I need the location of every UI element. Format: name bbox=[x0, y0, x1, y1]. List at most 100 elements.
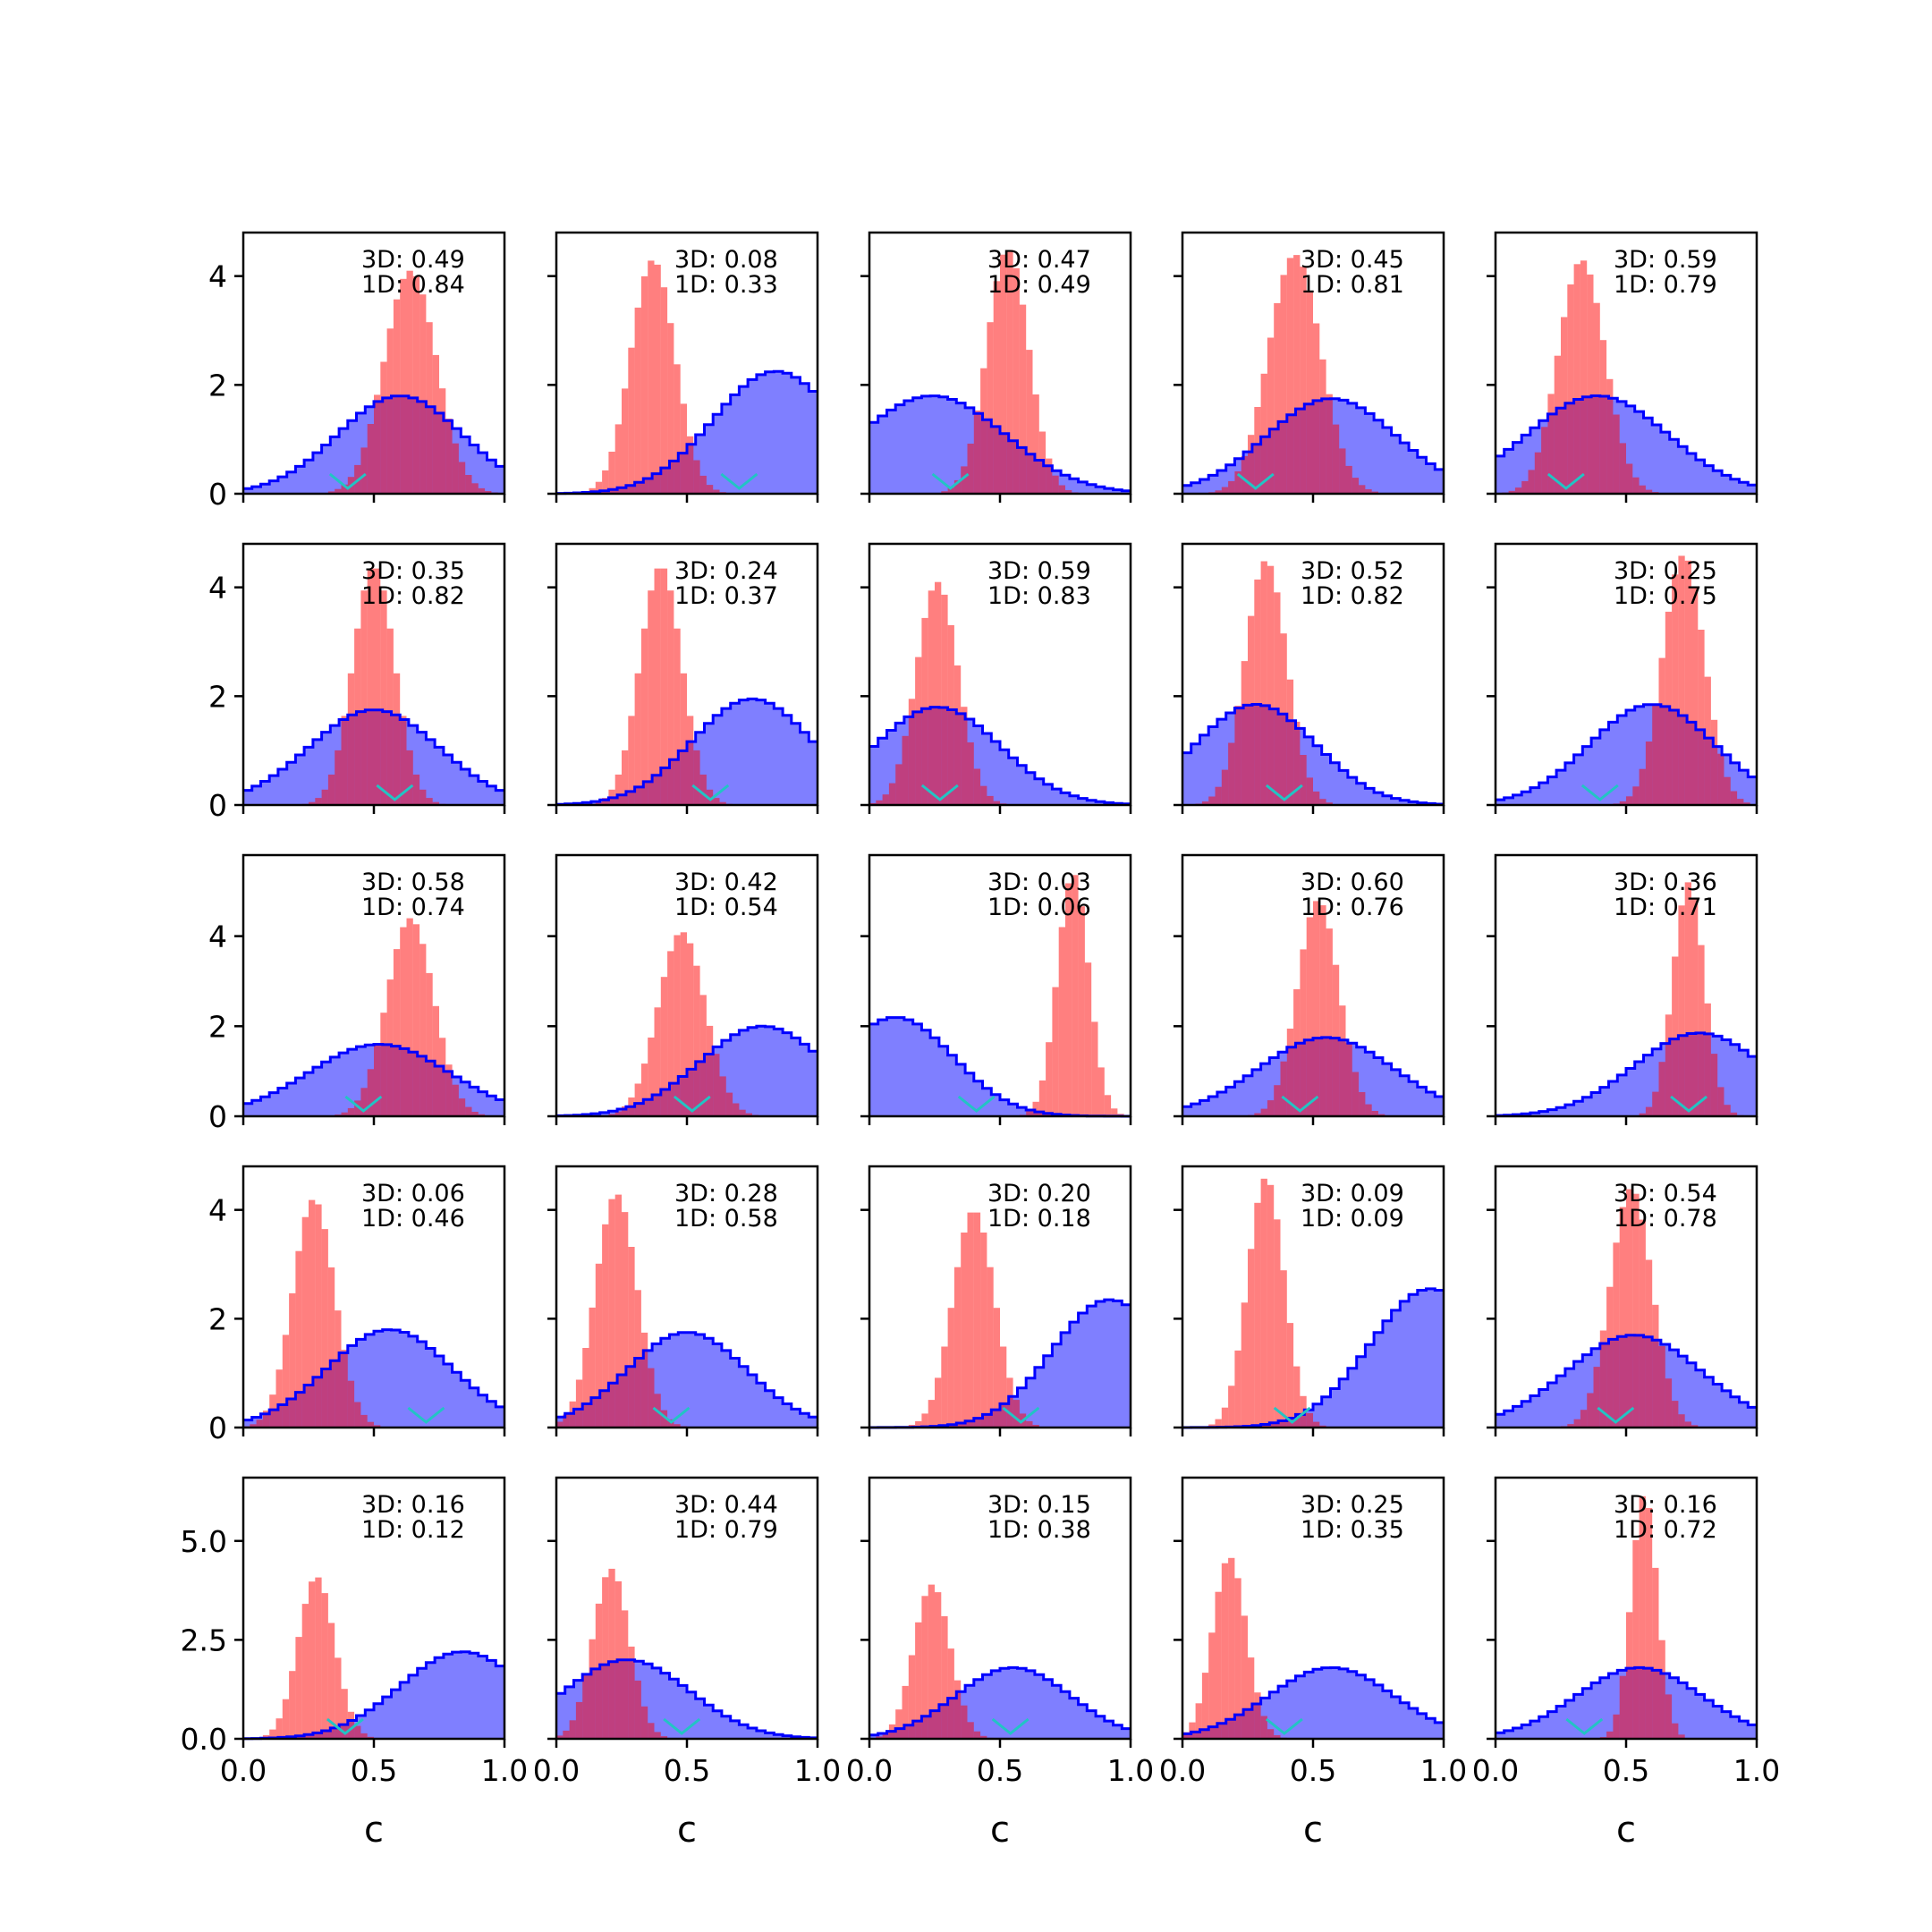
red-histogram-bar bbox=[1352, 478, 1360, 494]
red-histogram-bar bbox=[693, 460, 700, 494]
marker-v bbox=[1580, 784, 1619, 801]
red-histogram-bar bbox=[1698, 945, 1705, 1116]
red-histogram-bar bbox=[250, 1424, 257, 1428]
red-histogram-bar bbox=[1293, 1366, 1301, 1428]
red-histogram-bar bbox=[614, 1194, 622, 1428]
red-histogram-bar bbox=[614, 424, 622, 494]
red-histogram-bar bbox=[426, 972, 433, 1116]
red-histogram-bar bbox=[1201, 1673, 1209, 1739]
red-histogram-bar bbox=[993, 281, 1000, 494]
red-histogram-bar bbox=[575, 1701, 583, 1739]
red-histogram-bar bbox=[713, 489, 720, 494]
red-histogram-bar bbox=[595, 1603, 603, 1739]
red-histogram-bar bbox=[1691, 898, 1699, 1116]
red-histogram-bar bbox=[1626, 1612, 1633, 1739]
red-histogram-bar bbox=[1208, 1632, 1216, 1739]
red-histogram-bar bbox=[386, 979, 394, 1116]
red-histogram-bar bbox=[1026, 350, 1033, 494]
red-histogram-bar bbox=[282, 1335, 290, 1428]
red-histogram-bar bbox=[608, 1568, 615, 1739]
red-histogram-bar bbox=[1619, 443, 1626, 494]
blue-histogram-outline bbox=[243, 1328, 504, 1422]
red-histogram-bar bbox=[1313, 901, 1320, 1116]
red-histogram-bar bbox=[1619, 801, 1626, 805]
red-histogram-bar bbox=[367, 1069, 374, 1116]
red-histogram-bar bbox=[1274, 1219, 1281, 1428]
red-histogram-bar bbox=[1658, 1062, 1665, 1116]
red-histogram-bar bbox=[360, 1088, 368, 1116]
red-histogram-bar bbox=[1704, 676, 1711, 805]
blue-histogram-outline bbox=[1182, 703, 1444, 806]
red-histogram-bar bbox=[327, 1267, 335, 1428]
red-histogram-bar bbox=[595, 1263, 603, 1428]
red-histogram-bar bbox=[935, 581, 942, 805]
annotation-text: 1D: 0.72 bbox=[1614, 1516, 1717, 1544]
red-histogram-bar bbox=[1678, 905, 1685, 1116]
blue-histogram-outline bbox=[1496, 394, 1757, 487]
marker-v bbox=[344, 1095, 383, 1113]
red-histogram-bar bbox=[1639, 1496, 1646, 1739]
red-histogram-bar bbox=[367, 568, 374, 805]
red-histogram-bar bbox=[1514, 487, 1522, 494]
annotation-text: 1D: 0.54 bbox=[674, 894, 778, 921]
red-histogram-bar bbox=[341, 1112, 348, 1116]
red-histogram-bar bbox=[1274, 1085, 1281, 1116]
red-histogram-bar bbox=[309, 1199, 316, 1428]
red-histogram-bar bbox=[1201, 801, 1209, 805]
y-tick-label: 0.0 bbox=[181, 1722, 227, 1757]
red-histogram-bar bbox=[289, 1292, 296, 1428]
red-histogram-bar bbox=[1645, 1106, 1653, 1116]
red-histogram-bar bbox=[640, 628, 648, 805]
red-histogram-bar bbox=[725, 1092, 733, 1116]
red-histogram-bar bbox=[640, 275, 648, 494]
red-histogram-bar bbox=[1306, 917, 1313, 1116]
red-histogram-bar bbox=[1195, 1703, 1202, 1739]
red-histogram-bar bbox=[295, 1637, 302, 1739]
red-histogram-bar bbox=[1241, 456, 1248, 494]
red-histogram-bar bbox=[634, 673, 641, 805]
red-histogram-bar bbox=[882, 794, 889, 805]
red-histogram-bar bbox=[309, 1581, 316, 1739]
red-histogram-bar bbox=[1280, 1270, 1287, 1428]
red-histogram-bar bbox=[335, 750, 342, 805]
annotation-text: 3D: 0.44 bbox=[674, 1491, 778, 1519]
red-histogram-bar bbox=[1260, 1108, 1267, 1116]
red-histogram-bar bbox=[1006, 250, 1013, 494]
red-histogram-bar bbox=[1215, 1419, 1222, 1428]
red-histogram-bar bbox=[1710, 1054, 1718, 1116]
red-histogram-bar bbox=[1241, 1615, 1248, 1739]
blue-histogram-outline bbox=[243, 1043, 504, 1106]
red-histogram-bar bbox=[961, 466, 968, 494]
red-histogram-bar bbox=[687, 943, 694, 1116]
blue-histogram-outline bbox=[1182, 1666, 1444, 1735]
y-tick-label: 0 bbox=[208, 788, 227, 823]
red-histogram-bar bbox=[1228, 480, 1235, 494]
red-histogram-bar bbox=[1652, 1567, 1659, 1739]
red-histogram-bar bbox=[941, 491, 948, 494]
red-histogram-bar bbox=[693, 965, 700, 1116]
red-histogram-bar bbox=[1359, 485, 1366, 494]
red-histogram-bar bbox=[556, 1421, 564, 1428]
red-histogram-bar bbox=[1032, 394, 1039, 494]
red-histogram-bar bbox=[667, 323, 674, 494]
red-histogram-bar bbox=[1632, 1539, 1640, 1739]
red-histogram-bar bbox=[680, 673, 687, 805]
red-histogram-bar bbox=[1599, 1330, 1607, 1428]
annotation-text: 3D: 0.59 bbox=[987, 557, 1091, 585]
red-histogram-bar bbox=[1684, 882, 1691, 1116]
red-histogram-bar bbox=[733, 1103, 740, 1116]
x-tick-label: 1.0 bbox=[481, 1753, 528, 1788]
blue-histogram-outline bbox=[243, 708, 504, 792]
blue-histogram-fill bbox=[556, 371, 818, 494]
red-histogram-bar bbox=[1639, 1113, 1646, 1116]
annotation-text: 3D: 0.20 bbox=[987, 1180, 1091, 1208]
red-histogram-bar bbox=[961, 707, 968, 805]
red-histogram-bar bbox=[935, 1377, 942, 1428]
red-histogram-bar bbox=[1645, 741, 1653, 805]
red-histogram-bar bbox=[327, 491, 335, 494]
red-histogram-bar bbox=[380, 361, 387, 494]
